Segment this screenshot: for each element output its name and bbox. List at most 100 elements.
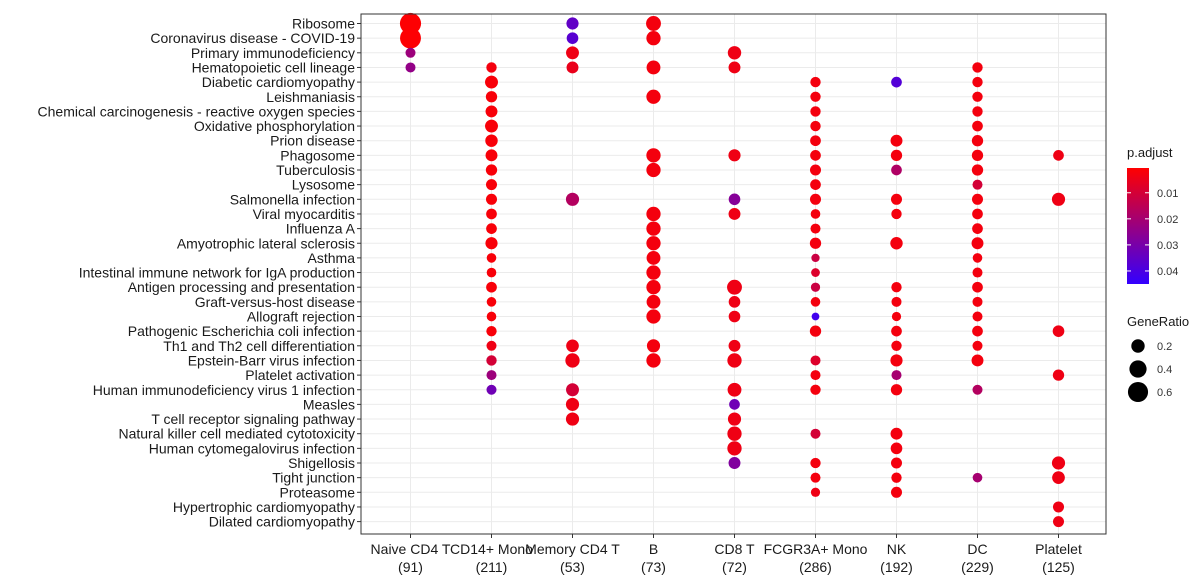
data-point [810,370,821,381]
data-point [486,311,497,322]
data-point [891,370,902,381]
y-tick-label: Influenza A [286,221,356,237]
data-point [646,221,661,236]
data-point [810,106,821,117]
y-tick-label: Hypertrophic cardiomyopathy [173,499,355,515]
y-tick-label: Chemical carcinogenesis - reactive oxyge… [38,103,355,119]
size-legend-items: 0.2 0.4 0.6 [1127,339,1172,403]
data-point [485,164,498,176]
x-tick-count: (286) [799,559,832,575]
color-legend-tick-label: 0.03 [1157,240,1178,252]
data-point [1052,516,1065,528]
x-tick-label: CD14+ Mono [450,541,533,557]
data-point [810,91,821,102]
data-point [1051,456,1066,470]
y-tick-label: Ribosome [292,16,355,32]
data-point [485,91,498,103]
data-point [646,89,661,104]
data-point [485,237,498,250]
x-tick-label: Platelet [1035,541,1082,557]
data-point [486,62,497,73]
size-legend-dot [1127,381,1149,403]
data-point [1053,150,1064,161]
y-tick-label: Lysosome [292,177,356,193]
data-point [890,237,903,250]
data-point [972,296,983,307]
data-point [890,457,903,469]
data-point [727,279,742,295]
data-point [728,61,741,74]
data-point [810,209,821,219]
data-point [810,355,821,366]
x-tick-count: (125) [1042,559,1075,575]
data-point [891,76,902,88]
data-point [565,412,580,426]
data-point [728,296,741,308]
data-point [890,149,903,162]
x-tick-label: Naive CD4 T [371,541,451,557]
data-point [485,75,498,89]
size-legend-title: GeneRatio [1127,314,1189,329]
data-point [971,237,984,250]
data-point [891,340,902,351]
data-point [810,384,821,395]
data-point [646,31,661,46]
y-tick-label: Salmonella infection [230,191,355,207]
data-point [486,223,497,234]
color-legend-bar [1127,168,1149,284]
data-point [1052,369,1065,381]
data-point [972,106,983,117]
data-point [972,384,983,395]
data-point [405,47,416,58]
y-tick-label: Diabetic cardiomyopathy [202,74,355,90]
data-point [486,297,497,307]
data-point [810,76,821,88]
data-point [486,384,497,395]
data-point [891,325,902,337]
color-legend-tick-label: 0.04 [1157,266,1178,278]
y-tick-label: Measles [303,396,355,412]
y-tick-label: Intestinal immune network for IgA produc… [79,265,355,281]
data-point [810,487,821,497]
data-point [972,91,983,102]
data-point [727,441,742,456]
data-point [891,282,902,293]
data-point [486,281,497,293]
data-point [646,309,661,324]
data-point [890,442,903,455]
data-point [810,457,821,469]
y-tick-label: Phagosome [280,147,355,163]
y-tick-label: Dilated cardiomyopathy [209,514,355,530]
data-point [728,149,741,162]
data-point [486,253,497,263]
data-point [486,267,497,278]
y-tick-label: Allograft rejection [247,309,355,325]
data-point [485,119,498,133]
data-point [891,208,902,220]
data-point [566,61,579,74]
data-point [810,135,821,147]
data-point [810,297,821,307]
data-point [972,76,983,88]
data-point [809,193,822,205]
data-point [728,339,741,352]
x-axis-tick-labels: Naive CD4 T (91) CD14+ Mono (211) Memory CD4… [371,534,1082,575]
data-point [810,282,821,292]
y-tick-label: T cell receptor signaling pathway [151,411,355,427]
y-tick-label: Natural killer cell mediated cytotoxicit… [118,426,355,442]
color-legend-tick-label: 0.01 [1157,188,1178,200]
data-point [810,150,821,161]
data-point [811,268,820,277]
x-tick-count: (211) [476,559,508,575]
y-tick-label: Oxidative phosphorylation [194,118,355,134]
data-point [646,206,661,222]
data-point [486,208,497,220]
data-point [566,339,579,353]
data-point [971,135,984,147]
data-point [646,250,661,265]
data-point [646,162,661,178]
data-point [1052,325,1065,337]
x-tick-count: (73) [641,559,666,575]
data-point [646,148,661,163]
